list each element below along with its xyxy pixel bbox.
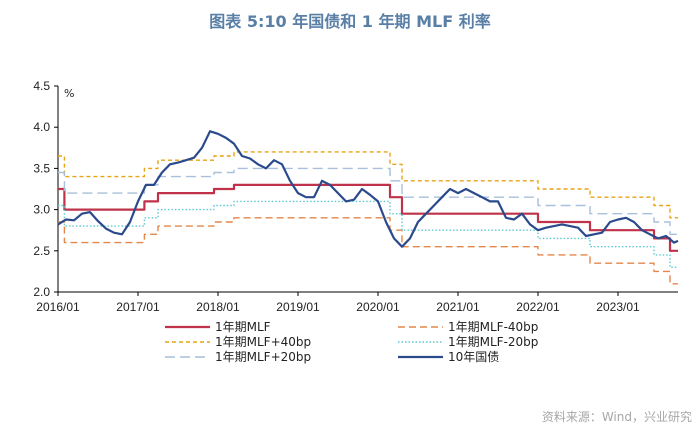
legend-label-4: 1年期MLF+20bp <box>215 350 311 364</box>
x-tick-label-6: 2022/01 <box>516 300 560 314</box>
legend-label-3: 1年期MLF-20bp <box>448 335 538 349</box>
y-tick-label-5: 4.5 <box>33 79 50 93</box>
y-ticks: 2.0 2.5 3.0 3.5 4.0 4.5 <box>33 79 58 299</box>
plot-area: 2.0 2.5 3.0 3.5 4.0 4.5 2016/01 2017/01 2018/01… <box>33 79 679 314</box>
legend-label-5: 10年国债 <box>448 350 499 364</box>
legend-label-0: 1年期MLF <box>215 320 271 334</box>
x-tick-label-3: 2019/01 <box>276 300 320 314</box>
y-tick-label-0: 2.0 <box>33 285 50 299</box>
y-axis-unit: % <box>64 87 74 100</box>
series-line-1 <box>58 217 678 285</box>
series-line-0 <box>58 183 678 252</box>
y-tick-label-3: 3.5 <box>33 161 50 175</box>
x-tick-label-1: 2017/01 <box>116 300 160 314</box>
series-line-2 <box>58 151 678 219</box>
x-ticks: 2016/01 2017/01 2018/01 2019/01 2020/01 2021/… <box>36 292 640 314</box>
y-tick-label-1: 2.5 <box>33 244 50 258</box>
chart-title: 图表 5:10 年国债和 1 年期 MLF 利率 <box>209 12 491 31</box>
y-tick-label-2: 3.0 <box>33 203 50 217</box>
x-tick-label-0: 2016/01 <box>36 300 80 314</box>
series-line-5 <box>57 130 679 248</box>
y-tick-label-4: 4.0 <box>33 120 50 134</box>
legend-label-1: 1年期MLF-40bp <box>448 320 538 334</box>
legend-label-2: 1年期MLF+40bp <box>215 335 311 349</box>
x-tick-label-4: 2020/01 <box>356 300 400 314</box>
x-tick-label-7: 2023/01 <box>596 300 640 314</box>
x-tick-label-5: 2021/01 <box>436 300 480 314</box>
source-note: 资料来源：Wind，兴业研究 <box>541 410 692 424</box>
series-group <box>57 130 679 285</box>
x-tick-label-2: 2018/01 <box>196 300 240 314</box>
